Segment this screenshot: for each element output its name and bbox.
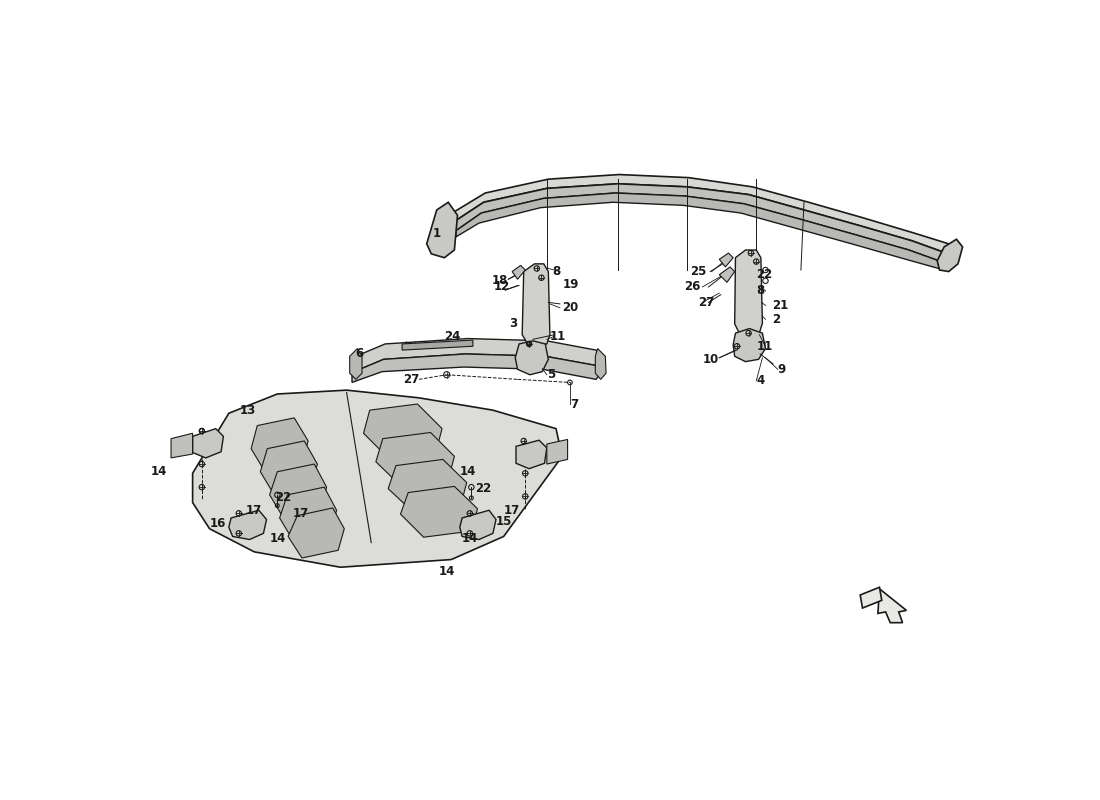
Polygon shape [522, 264, 550, 346]
Polygon shape [735, 250, 762, 334]
Polygon shape [261, 441, 318, 495]
Text: 16: 16 [210, 517, 227, 530]
Polygon shape [719, 253, 733, 267]
Polygon shape [460, 510, 496, 539]
Text: 18: 18 [492, 274, 508, 287]
Text: 2: 2 [772, 313, 780, 326]
Text: 17: 17 [245, 504, 262, 517]
Polygon shape [516, 440, 547, 469]
Polygon shape [937, 239, 962, 271]
Polygon shape [455, 193, 947, 270]
Polygon shape [363, 404, 442, 458]
Text: 26: 26 [684, 281, 701, 294]
Text: 11: 11 [550, 330, 566, 342]
Polygon shape [403, 340, 473, 350]
Polygon shape [427, 202, 458, 258]
Text: 22: 22 [757, 268, 772, 281]
Polygon shape [279, 487, 337, 541]
Text: 7: 7 [570, 398, 578, 410]
Text: 17: 17 [293, 507, 309, 520]
Polygon shape [229, 510, 266, 539]
Text: 20: 20 [562, 302, 579, 314]
Polygon shape [350, 349, 362, 379]
Polygon shape [251, 418, 308, 472]
Polygon shape [400, 486, 477, 538]
Text: 4: 4 [757, 374, 764, 387]
Polygon shape [878, 589, 906, 622]
Text: 22: 22 [275, 491, 292, 505]
Text: 14: 14 [439, 566, 455, 578]
Text: 24: 24 [444, 330, 461, 342]
Text: 14: 14 [270, 532, 286, 546]
Text: 13: 13 [240, 404, 255, 417]
Text: 21: 21 [772, 299, 788, 312]
Text: 25: 25 [690, 265, 706, 278]
Text: 5: 5 [547, 368, 556, 382]
Circle shape [527, 342, 531, 346]
Text: 27: 27 [697, 296, 714, 309]
Text: 9: 9 [778, 363, 786, 376]
Polygon shape [454, 184, 950, 264]
Polygon shape [513, 266, 526, 279]
Text: 1: 1 [432, 226, 440, 239]
Text: 15: 15 [496, 514, 513, 527]
Text: 22: 22 [475, 482, 492, 495]
Polygon shape [376, 433, 454, 486]
Text: 6: 6 [355, 347, 363, 361]
Polygon shape [192, 390, 560, 567]
Text: 19: 19 [562, 278, 579, 291]
Text: 8: 8 [552, 265, 561, 278]
Polygon shape [172, 434, 192, 458]
Polygon shape [452, 174, 955, 254]
Polygon shape [860, 587, 882, 608]
Text: 12: 12 [494, 281, 510, 294]
Polygon shape [352, 354, 601, 382]
Text: 8: 8 [757, 284, 764, 298]
Text: 14: 14 [460, 466, 476, 478]
Text: 27: 27 [403, 373, 419, 386]
Polygon shape [719, 267, 735, 282]
Polygon shape [288, 508, 344, 558]
Text: 11: 11 [757, 340, 772, 353]
Polygon shape [354, 338, 603, 372]
Text: 14: 14 [462, 532, 478, 546]
Polygon shape [547, 439, 568, 464]
Text: 17: 17 [504, 504, 520, 517]
Text: 10: 10 [703, 353, 719, 366]
Text: 3: 3 [509, 317, 517, 330]
Polygon shape [388, 459, 466, 512]
Polygon shape [733, 329, 766, 362]
Text: 14: 14 [151, 466, 167, 478]
Polygon shape [595, 349, 606, 379]
Polygon shape [270, 464, 327, 518]
Polygon shape [192, 429, 223, 458]
Polygon shape [515, 341, 548, 374]
